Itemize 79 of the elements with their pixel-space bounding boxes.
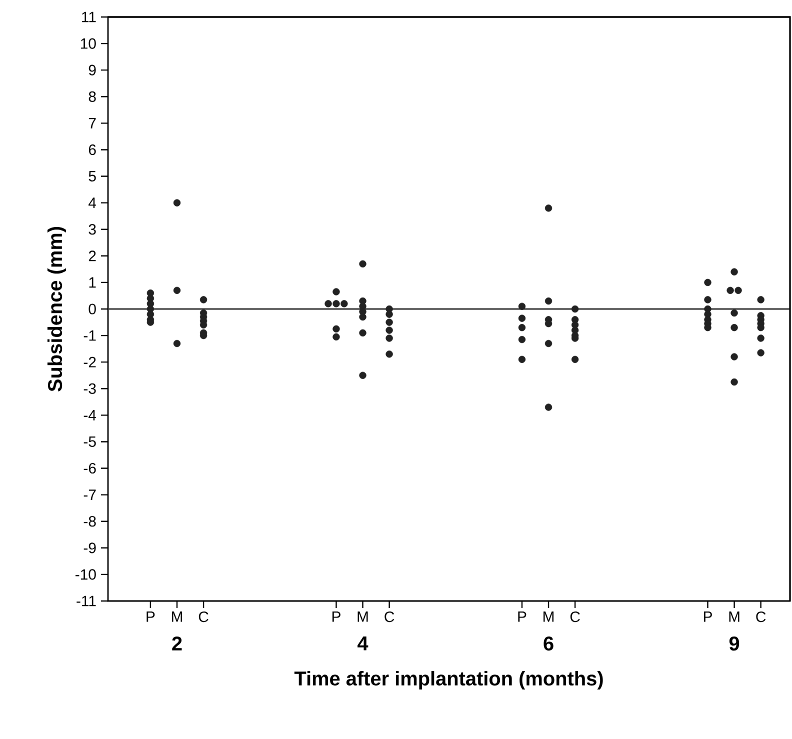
point xyxy=(359,372,366,379)
point xyxy=(757,349,764,356)
y-tick-label: -8 xyxy=(84,516,96,527)
y-tick-label: -9 xyxy=(84,542,96,554)
y-tick-label: -4 xyxy=(84,410,96,420)
y-tick-label: 7 xyxy=(88,118,96,128)
point xyxy=(571,305,579,313)
text: 4 xyxy=(358,636,368,650)
y-tick-label: 3 xyxy=(88,224,96,235)
point xyxy=(386,334,393,342)
y-tick-label: 8 xyxy=(88,91,96,102)
point xyxy=(544,404,552,411)
x-tick-label: C xyxy=(570,612,580,622)
y-tick-label: 1 xyxy=(89,277,96,288)
point xyxy=(332,288,340,296)
point xyxy=(730,309,738,317)
x-tick-label: P xyxy=(518,612,526,622)
point xyxy=(173,286,181,294)
point xyxy=(518,302,526,310)
x-tick-label: M xyxy=(729,612,740,622)
y-tick-label: -10 xyxy=(76,569,96,580)
point xyxy=(386,318,393,326)
point xyxy=(332,300,340,308)
point xyxy=(518,356,526,364)
point xyxy=(730,378,738,386)
point xyxy=(518,324,526,332)
point xyxy=(386,350,393,358)
y-tick-label: 9 xyxy=(88,64,96,76)
point xyxy=(359,329,366,336)
x-axis-title: Time after implantation (months) xyxy=(294,670,603,690)
point xyxy=(730,324,738,332)
y-tick-label: -2 xyxy=(84,356,96,368)
text: 9 xyxy=(729,636,740,651)
x-tick-label: M xyxy=(544,612,554,622)
point xyxy=(544,204,552,212)
point xyxy=(332,333,340,340)
point xyxy=(544,340,552,348)
y-tick-label: 10 xyxy=(81,38,96,49)
point xyxy=(544,297,552,305)
point xyxy=(518,314,526,322)
point xyxy=(173,340,181,348)
x-tick-label: C xyxy=(198,612,208,622)
y-tick-label: -7 xyxy=(84,490,96,500)
point xyxy=(359,313,366,321)
y-tick-label: -11 xyxy=(76,596,96,606)
x-tick-label: C xyxy=(384,612,394,622)
point xyxy=(386,326,393,334)
y-tick-label: 6 xyxy=(88,144,96,156)
x-tick-label: M xyxy=(358,612,368,622)
point xyxy=(704,278,712,286)
y-tick-label: -1 xyxy=(84,330,96,341)
y-tick-label: -6 xyxy=(84,462,96,474)
point xyxy=(359,260,366,268)
x-tick-label: P xyxy=(146,612,155,622)
text: 2 xyxy=(172,636,182,650)
point xyxy=(730,268,738,276)
point xyxy=(571,356,579,364)
y-axis-title: Subsidence (mm) xyxy=(47,226,66,392)
y-tick-label: 0 xyxy=(88,304,96,314)
y-tick-label: -5 xyxy=(84,436,96,447)
point xyxy=(200,296,208,304)
point xyxy=(730,353,738,360)
y-tick-label: 4 xyxy=(88,198,96,208)
x-tick-label: P xyxy=(704,612,712,622)
y-tick-label: 2 xyxy=(88,250,96,262)
point xyxy=(386,310,393,318)
y-tick-label: 11 xyxy=(82,12,96,22)
x-tick-label: C xyxy=(756,612,766,622)
y-tick-label: -3 xyxy=(84,383,96,394)
y-tick-label: 5 xyxy=(88,171,96,182)
point xyxy=(757,296,764,304)
point xyxy=(704,296,712,304)
point xyxy=(173,199,181,206)
x-tick-label: P xyxy=(332,612,340,622)
point xyxy=(518,336,526,344)
point xyxy=(332,325,340,333)
x-tick-label: M xyxy=(172,612,182,622)
point xyxy=(757,334,764,342)
text: 6 xyxy=(544,636,554,651)
